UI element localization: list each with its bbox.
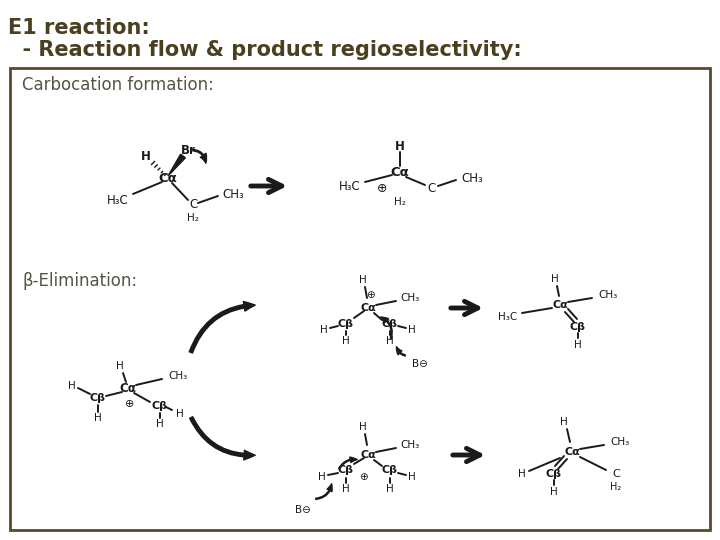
Text: H: H [560, 417, 568, 427]
Text: H₃C: H₃C [498, 312, 518, 322]
Text: CH₃: CH₃ [222, 187, 244, 200]
Text: H: H [342, 484, 350, 494]
Text: ⊕: ⊕ [125, 399, 135, 409]
Text: Cα: Cα [391, 165, 410, 179]
Text: H₃C: H₃C [339, 179, 361, 192]
Text: H: H [320, 325, 328, 335]
Text: H₂: H₂ [394, 197, 406, 207]
Text: H: H [518, 469, 526, 479]
Text: CH₃: CH₃ [461, 172, 483, 185]
Text: Cβ: Cβ [546, 469, 562, 479]
Text: H: H [68, 381, 76, 391]
Text: CH₃: CH₃ [611, 437, 629, 447]
FancyArrowPatch shape [189, 301, 255, 353]
Text: H: H [386, 336, 394, 346]
FancyArrowPatch shape [315, 484, 332, 500]
Text: Cα: Cα [360, 303, 376, 313]
Text: Cβ: Cβ [152, 401, 168, 411]
Text: CH₃: CH₃ [400, 440, 420, 450]
Text: C: C [189, 198, 197, 211]
Text: Cβ: Cβ [382, 465, 398, 475]
Text: H₃C: H₃C [107, 193, 129, 206]
Text: Cβ: Cβ [90, 393, 106, 403]
Text: Carbocation formation:: Carbocation formation: [22, 76, 214, 94]
Text: H: H [359, 275, 367, 285]
Text: H: H [551, 274, 559, 284]
FancyArrowPatch shape [381, 317, 392, 339]
Text: Cβ: Cβ [382, 319, 398, 329]
Text: H: H [408, 472, 416, 482]
Text: H₂: H₂ [611, 482, 621, 492]
Text: ⊕: ⊕ [377, 181, 387, 194]
Text: H: H [141, 150, 151, 163]
Text: H: H [574, 340, 582, 350]
Text: H: H [318, 472, 326, 482]
Text: ⊕: ⊕ [359, 472, 367, 482]
Text: Cβ: Cβ [338, 465, 354, 475]
FancyBboxPatch shape [10, 68, 710, 530]
Text: C: C [612, 469, 620, 479]
Text: Cα: Cα [552, 300, 568, 310]
Text: CH₃: CH₃ [168, 371, 188, 381]
Text: H: H [359, 422, 367, 432]
FancyArrowPatch shape [339, 457, 357, 469]
Text: B⊖: B⊖ [295, 505, 311, 515]
Text: H: H [408, 325, 416, 335]
Text: C: C [428, 181, 436, 194]
Text: β-Elimination:: β-Elimination: [22, 272, 137, 290]
Text: CH₃: CH₃ [400, 293, 420, 303]
Text: H: H [395, 139, 405, 152]
Text: Cβ: Cβ [338, 319, 354, 329]
Text: H: H [156, 419, 164, 429]
FancyArrowPatch shape [397, 347, 405, 356]
Text: Cα: Cα [158, 172, 177, 185]
Text: Cα: Cα [564, 447, 580, 457]
Text: Cα: Cα [360, 450, 376, 460]
Text: H: H [176, 409, 184, 419]
Text: H: H [342, 336, 350, 346]
Text: E1 reaction:: E1 reaction: [8, 18, 150, 38]
Text: Br: Br [181, 144, 195, 157]
Text: ⊕: ⊕ [366, 290, 374, 300]
FancyArrowPatch shape [189, 417, 255, 460]
Text: H: H [550, 487, 558, 497]
Text: H₂: H₂ [187, 213, 199, 223]
Text: CH₃: CH₃ [598, 290, 618, 300]
Text: Cα: Cα [120, 381, 136, 395]
Text: - Reaction flow & product regioselectivity:: - Reaction flow & product regioselectivi… [8, 40, 522, 60]
Polygon shape [168, 154, 186, 176]
Text: H: H [94, 413, 102, 423]
Text: H: H [116, 361, 124, 371]
Text: H: H [386, 484, 394, 494]
Text: B⊖: B⊖ [412, 359, 428, 369]
Text: Cβ: Cβ [570, 322, 586, 332]
FancyArrowPatch shape [193, 150, 207, 163]
